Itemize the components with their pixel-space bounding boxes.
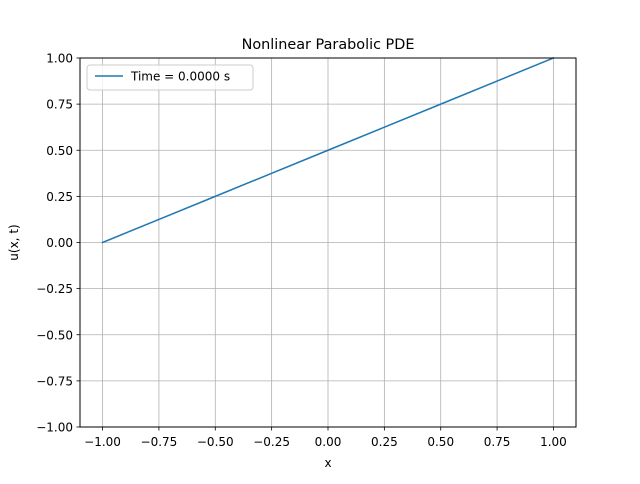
x-axis-ticks: −1.00 −0.75 −0.50 −0.25 0.00 0.25 0.50 0.75 1.00 [84, 427, 567, 449]
y-tick-label: 0.25 [46, 190, 73, 204]
legend: Time = 0.0000 s [86, 64, 254, 91]
y-tick-label: 0.00 [46, 236, 73, 250]
y-tick-label: −0.50 [36, 328, 73, 342]
x-tick-label: 0.00 [315, 435, 342, 449]
x-tick-label: 0.75 [484, 435, 511, 449]
y-tick-label: 0.75 [46, 98, 73, 112]
y-tick-label: 0.50 [46, 144, 73, 158]
y-tick-label: −0.75 [36, 374, 73, 388]
y-axis-label: u(x, t) [7, 224, 21, 260]
x-tick-label: −0.25 [253, 435, 290, 449]
x-tick-label: −0.75 [141, 435, 178, 449]
legend-label: Time = 0.0000 s [130, 70, 230, 84]
y-axis-ticks: −1.00 −0.75 −0.50 −0.25 0.00 0.25 0.50 0.75 1.00 [36, 52, 80, 435]
series-layer [101, 57, 555, 244]
series-line [101, 57, 555, 244]
x-tick-label: −1.00 [84, 435, 121, 449]
x-tick-label: 1.00 [540, 435, 567, 449]
chart-title: Nonlinear Parabolic PDE [242, 37, 415, 53]
y-tick-label: −0.25 [36, 282, 73, 296]
legend-box [86, 64, 254, 91]
x-tick-label: 0.50 [427, 435, 454, 449]
y-tick-label: 1.00 [46, 52, 73, 66]
x-axis-label: x [324, 456, 331, 470]
x-tick-label: −0.50 [197, 435, 234, 449]
x-tick-label: 0.25 [371, 435, 398, 449]
y-tick-label: −1.00 [36, 421, 73, 435]
